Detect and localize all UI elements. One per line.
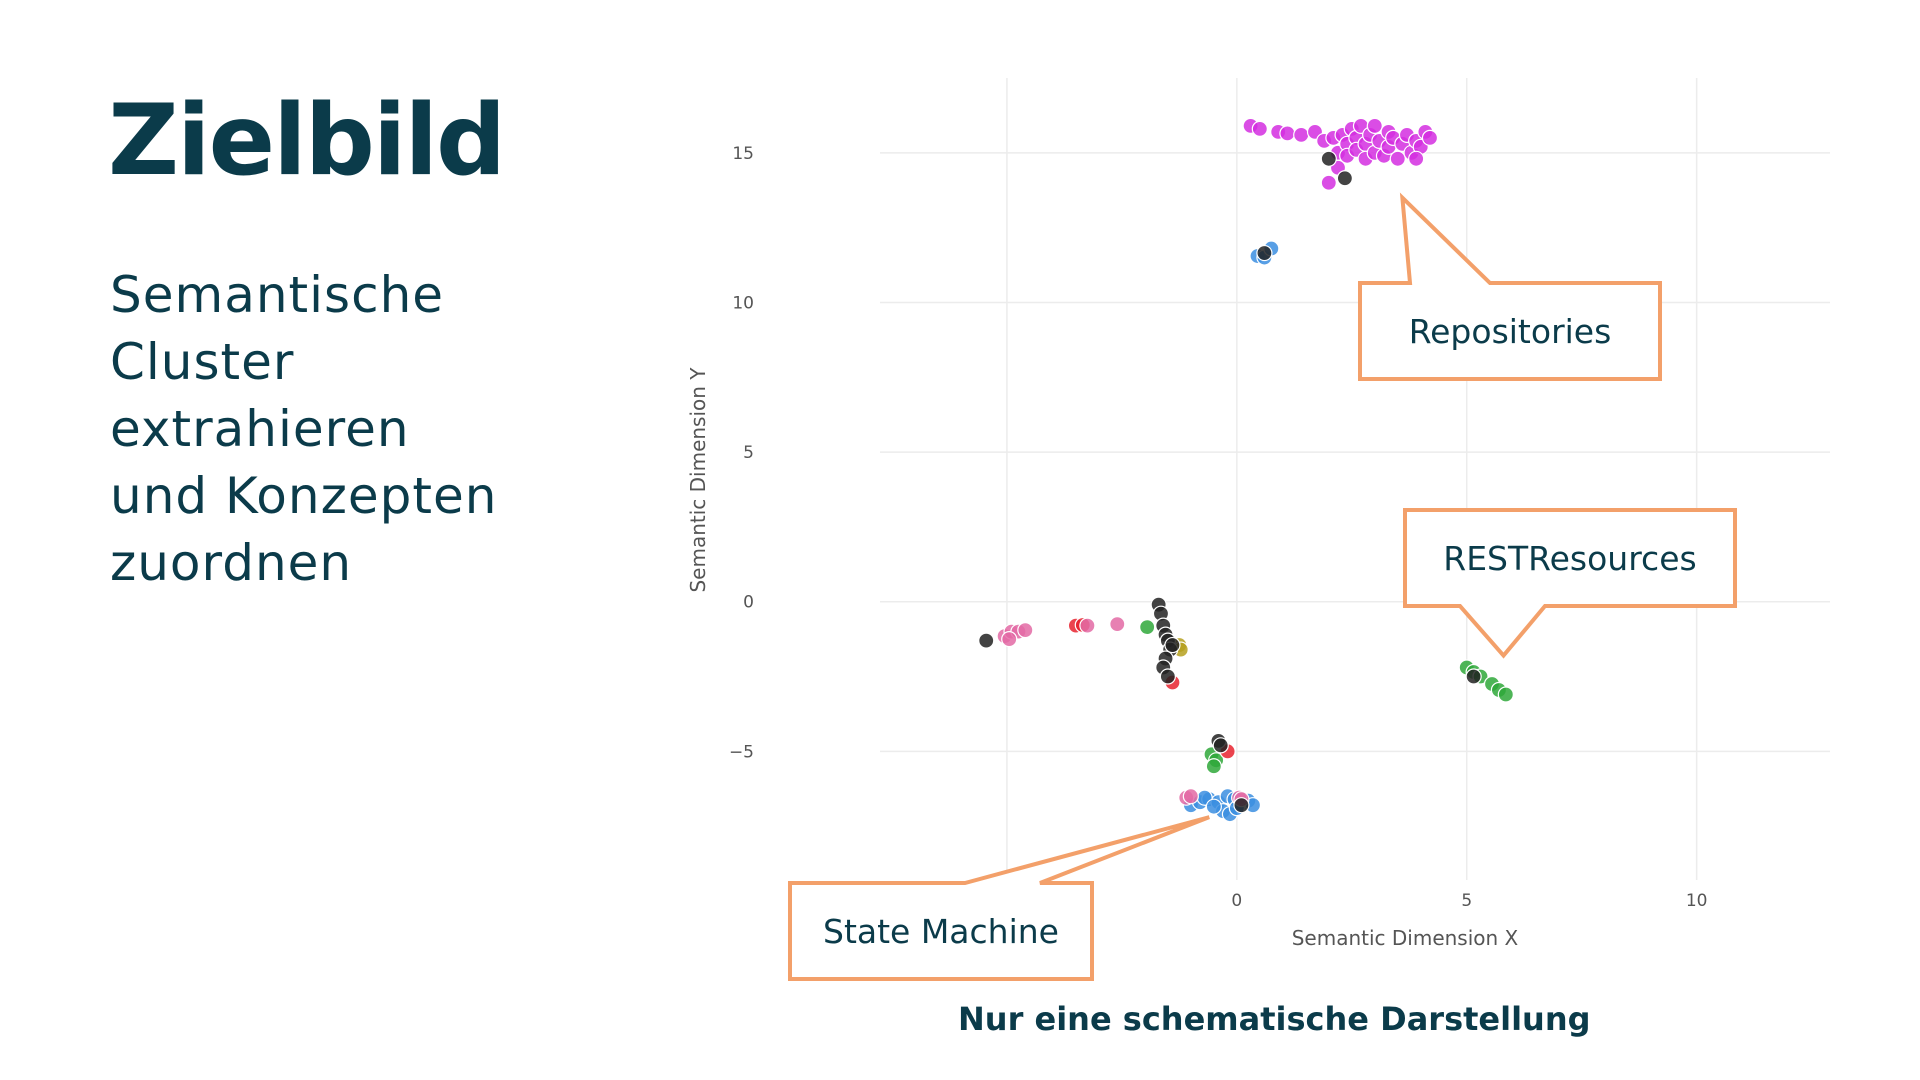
data-point-magenta	[1251, 120, 1268, 137]
y-tick-label: 15	[732, 144, 754, 164]
callout-label: Repositories	[1409, 312, 1612, 351]
subtitle-line: und Konzepten	[110, 467, 498, 525]
data-point-magenta	[1389, 150, 1406, 167]
x-tick-label: 10	[1686, 891, 1708, 911]
slide-subtitle: Semantische Cluster extrahieren und Konz…	[110, 262, 630, 597]
subtitle-line: extrahieren	[110, 400, 410, 458]
data-point-magenta	[1366, 117, 1383, 134]
y-tick-label: 0	[743, 593, 754, 613]
y-tick-label: 10	[732, 293, 754, 313]
subtitle-line: zuordnen	[110, 534, 353, 592]
data-point-black	[978, 632, 995, 649]
callout-box	[788, 815, 1210, 981]
data-point-pink	[1182, 788, 1199, 805]
data-point-pink	[1001, 631, 1018, 648]
data-point-magenta	[1408, 150, 1425, 167]
data-point-magenta	[1320, 174, 1337, 191]
data-point-black	[1164, 636, 1181, 654]
callout-box	[1358, 192, 1662, 381]
data-point-pink	[1079, 617, 1096, 634]
callout-box	[1403, 508, 1737, 659]
y-tick-label: 5	[743, 443, 754, 463]
data-point-pink	[1017, 622, 1034, 639]
data-point-black	[1159, 668, 1176, 685]
data-point-black	[1212, 737, 1229, 754]
data-point-black	[1233, 797, 1250, 814]
data-point-black	[1256, 244, 1273, 262]
data-point-black	[1336, 170, 1353, 187]
footnote: Nur eine schematische Darstellung	[958, 1000, 1591, 1038]
data-point-magenta	[1293, 126, 1310, 143]
data-point-magenta	[1421, 129, 1439, 146]
data-point-black	[1465, 668, 1482, 685]
data-point-magenta	[1279, 125, 1296, 142]
subtitle-line: Semantische	[110, 266, 445, 324]
subtitle-line: Cluster	[110, 333, 295, 391]
chart-ticks: 0 5 10 15 10 5 0 −5	[729, 144, 1708, 911]
data-point-green	[1139, 619, 1156, 636]
chart-callouts: Repositories RESTResources State Machine	[788, 192, 1737, 981]
data-point-black	[1320, 150, 1337, 167]
callout-label: RESTResources	[1443, 539, 1696, 578]
chart-grid	[880, 78, 1830, 880]
x-axis-label: Semantic Dimension X	[1292, 926, 1519, 950]
slide-title: Zielbild	[108, 84, 506, 198]
data-point-blue	[1205, 798, 1222, 815]
y-tick-label: −5	[729, 742, 754, 762]
data-point-pink	[1109, 616, 1126, 633]
data-point-green	[1497, 686, 1514, 703]
y-axis-label: Semantic Dimension Y	[686, 367, 710, 593]
callout-label: State Machine	[823, 912, 1059, 951]
data-point-green	[1205, 758, 1222, 775]
chart-points	[978, 117, 1514, 823]
x-tick-label: 5	[1461, 891, 1472, 911]
x-tick-label: 0	[1231, 891, 1242, 911]
